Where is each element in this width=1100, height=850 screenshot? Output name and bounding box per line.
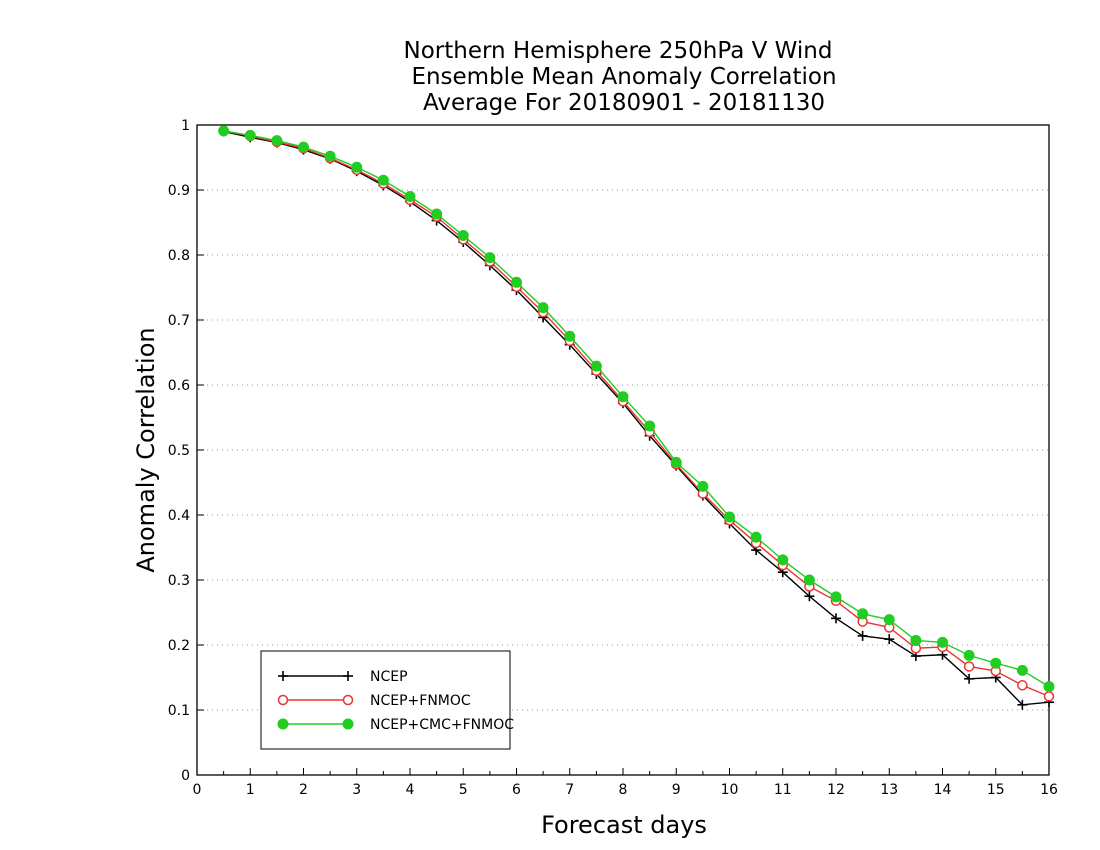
legend-marker-end-2 (342, 718, 354, 730)
y-tick-label-9: 0.9 (168, 183, 190, 199)
y-tick-label-1: 0.1 (168, 703, 190, 719)
series-2-point-7 (404, 191, 416, 202)
series-2-point-14 (590, 360, 602, 372)
x-tick-label-2: 2 (299, 782, 308, 798)
x-tick-label-1: 1 (246, 782, 255, 798)
x-tick-label-7: 7 (565, 782, 574, 798)
series-2-point-24 (857, 608, 869, 620)
y-tick-label-6: 0.6 (168, 378, 190, 394)
x-tick-label-13: 13 (880, 782, 898, 798)
series-0-point-23 (831, 613, 841, 624)
series-2-point-12 (537, 302, 549, 314)
series-line-2 (223, 130, 1050, 688)
series-2-point-31 (1043, 681, 1055, 693)
series-1-point-31 (1043, 691, 1055, 702)
y-tick-label-0: 0 (181, 768, 190, 784)
legend-marker-end-0 (343, 671, 353, 681)
x-tick-label-6: 6 (512, 782, 521, 798)
series-line-0 (223, 130, 1050, 706)
legend-marker-start-0 (278, 671, 288, 681)
series-2-point-18 (697, 480, 709, 492)
legend-item-2: NCEP+CMC+FNMOC (277, 717, 514, 733)
y-tick-label-4: 0.4 (168, 508, 190, 524)
series-2-point-0 (218, 125, 230, 137)
series-2-point-15 (617, 391, 629, 403)
series-2-point-11 (511, 276, 522, 288)
series-1-point-28 (963, 661, 975, 672)
title-line-1: Northern Hemisphere 250hPa V Wind (404, 38, 833, 64)
series-2-point-1 (244, 129, 256, 141)
series-2-point-17 (670, 456, 682, 468)
x-tick-label-15: 15 (987, 782, 1005, 798)
y-tick-label-3: 0.3 (168, 573, 190, 589)
series-1 (218, 125, 1055, 702)
series-2-point-22 (803, 574, 815, 586)
series-layer (218, 125, 1055, 710)
series-2 (218, 125, 1055, 693)
legend-marker-start-1 (277, 694, 289, 706)
series-2-point-4 (324, 150, 336, 162)
series-0-point-24 (857, 630, 868, 641)
x-tick-label-14: 14 (934, 782, 952, 798)
x-tick-label-9: 9 (672, 782, 681, 798)
series-2-point-3 (298, 141, 309, 153)
series-2-point-16 (644, 420, 656, 432)
legend-marker-start-2 (277, 718, 289, 730)
y-tick-label-5: 0.5 (168, 443, 190, 459)
x-tick-label-3: 3 (352, 782, 361, 798)
x-tick-label-4: 4 (406, 782, 415, 798)
series-2-point-13 (564, 330, 576, 342)
x-axis-label: Forecast days (541, 811, 707, 839)
legend-marker-end-1 (342, 694, 354, 706)
series-0 (218, 126, 1054, 710)
x-tick-label-10: 10 (721, 782, 739, 798)
series-2-point-23 (830, 591, 842, 603)
legend-label-0: NCEP (370, 669, 408, 685)
series-2-point-25 (883, 614, 895, 626)
series-2-point-30 (1016, 664, 1028, 676)
x-tick-label-0: 0 (193, 782, 202, 798)
title-line-3: Average For 20180901 - 20181130 (423, 90, 825, 116)
title-line-2: Ensemble Mean Anomaly Correlation (411, 64, 836, 90)
series-2-point-2 (271, 135, 283, 147)
series-2-point-8 (431, 208, 443, 220)
series-2-point-29 (990, 657, 1002, 669)
series-1-point-30 (1017, 680, 1028, 691)
x-tick-label-16: 16 (1040, 782, 1058, 798)
series-2-point-27 (937, 636, 948, 648)
x-tick-label-12: 12 (827, 782, 845, 798)
series-2-point-21 (777, 554, 789, 566)
series-line-1 (223, 130, 1050, 697)
legend-label-1: NCEP+FNMOC (370, 693, 471, 709)
series-0-point-22 (804, 591, 815, 602)
axes: 00.10.20.30.40.50.60.70.80.910 1 2 3 4 5 6 7 8 9 1… (168, 118, 1058, 798)
chart-title: Northern Hemisphere 250hPa V Wind Ensemb… (404, 38, 837, 116)
y-tick-label-7: 0.7 (168, 313, 190, 329)
series-2-point-9 (457, 230, 469, 241)
x-tick-label-5: 5 (459, 782, 468, 798)
y-axis-label: Anomaly Correlation (132, 327, 160, 572)
legend-label-2: NCEP+CMC+FNMOC (370, 717, 514, 733)
x-tick-label-8: 8 (619, 782, 628, 798)
y-tick-label-8: 0.8 (168, 248, 190, 264)
y-tick-label-10: 1 (181, 118, 190, 134)
series-0-point-25 (884, 634, 895, 645)
x-tick-label-11: 11 (774, 782, 792, 798)
series-0-point-30 (1017, 699, 1028, 710)
series-2-point-26 (910, 634, 922, 646)
legend-item-1: NCEP+FNMOC (277, 693, 471, 709)
series-2-point-19 (724, 511, 735, 523)
series-2-point-28 (963, 649, 975, 661)
series-2-point-20 (750, 531, 762, 543)
y-tick-label-2: 0.2 (168, 638, 190, 654)
grid-lines (197, 189, 1049, 711)
series-0-point-28 (964, 673, 975, 684)
legend: NCEP NCEP+FNMOC NCEP+CMC+FNMOC (260, 650, 514, 750)
series-2-point-5 (351, 161, 363, 173)
series-2-point-6 (377, 174, 389, 186)
series-2-point-10 (484, 252, 496, 264)
legend-item-0: NCEP (278, 669, 408, 685)
